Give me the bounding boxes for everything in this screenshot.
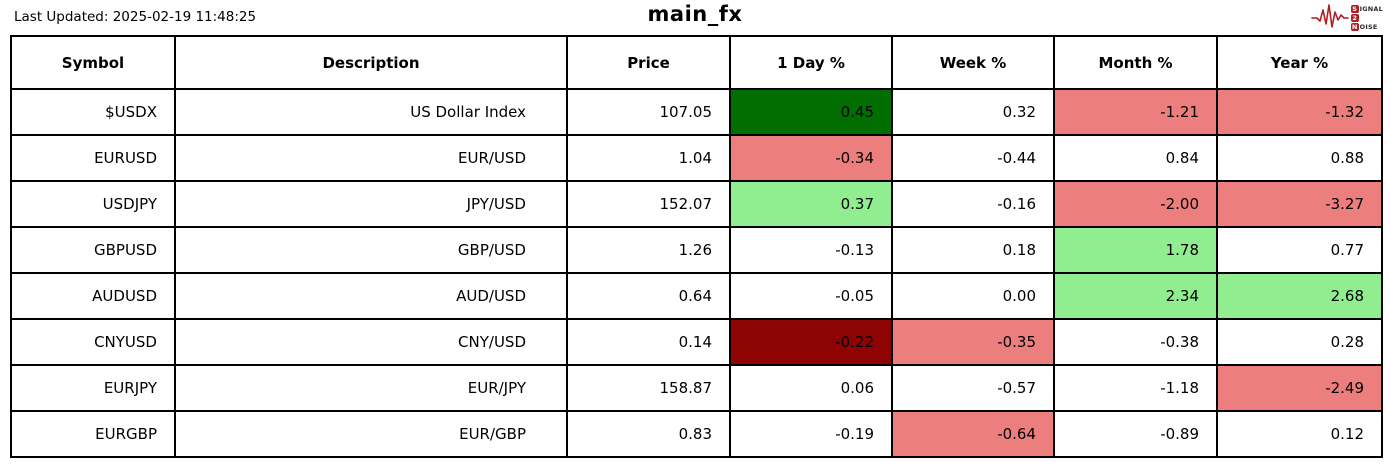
year-pct-cell: -1.32 <box>1216 88 1383 136</box>
description-cell: AUD/USD <box>174 272 568 320</box>
price-cell: 1.26 <box>566 226 731 274</box>
week-pct-cell: 0.18 <box>891 226 1055 274</box>
table-row: EURUSD EUR/USD 1.04 -0.34 -0.44 0.84 0.8… <box>10 134 1383 182</box>
day-pct-cell: -0.22 <box>729 318 893 366</box>
description-cell: GBP/USD <box>174 226 568 274</box>
description-cell: EUR/USD <box>174 134 568 182</box>
day-pct-cell: -0.19 <box>729 410 893 458</box>
month-pct-cell: -0.38 <box>1053 318 1218 366</box>
waveform-icon <box>1310 2 1349 34</box>
page-title: main_fx <box>647 2 743 26</box>
week-pct-cell: -0.64 <box>891 410 1055 458</box>
table-row: EURJPY EUR/JPY 158.87 0.06 -0.57 -1.18 -… <box>10 364 1383 412</box>
logo-text: S IGNAL 2 N OISE <box>1350 5 1383 31</box>
col-header-year: Year % <box>1216 35 1383 90</box>
year-pct-cell: 0.77 <box>1216 226 1383 274</box>
month-pct-cell: -0.89 <box>1053 410 1218 458</box>
day-pct-cell: -0.05 <box>729 272 893 320</box>
logo-badge-s: S <box>1350 5 1359 13</box>
month-pct-cell: -1.21 <box>1053 88 1218 136</box>
symbol-cell: USDJPY <box>10 180 176 228</box>
logo-word-signal: S IGNAL <box>1350 5 1383 13</box>
price-cell: 1.04 <box>566 134 731 182</box>
col-header-price: Price <box>566 35 731 90</box>
year-pct-cell: 2.68 <box>1216 272 1383 320</box>
description-cell: CNY/USD <box>174 318 568 366</box>
symbol-cell: EURUSD <box>10 134 176 182</box>
table-row: GBPUSD GBP/USD 1.26 -0.13 0.18 1.78 0.77 <box>10 226 1383 274</box>
description-cell: JPY/USD <box>174 180 568 228</box>
day-pct-cell: 0.37 <box>729 180 893 228</box>
table-row: AUDUSD AUD/USD 0.64 -0.05 0.00 2.34 2.68 <box>10 272 1383 320</box>
table-row: CNYUSD CNY/USD 0.14 -0.22 -0.35 -0.38 0.… <box>10 318 1383 366</box>
month-pct-cell: 0.84 <box>1053 134 1218 182</box>
last-updated-label: Last Updated: 2025-02-19 11:48:25 <box>14 9 257 25</box>
day-pct-cell: 0.06 <box>729 364 893 412</box>
price-cell: 0.64 <box>566 272 731 320</box>
table-row: EURGBP EUR/GBP 0.83 -0.19 -0.64 -0.89 0.… <box>10 410 1383 458</box>
year-pct-cell: 0.88 <box>1216 134 1383 182</box>
description-cell: EUR/GBP <box>174 410 568 458</box>
month-pct-cell: 2.34 <box>1053 272 1218 320</box>
week-pct-cell: -0.57 <box>891 364 1055 412</box>
month-pct-cell: 1.78 <box>1053 226 1218 274</box>
logo-word-noise-rest: OISE <box>1359 23 1378 31</box>
col-header-month: Month % <box>1053 35 1218 90</box>
table-row: USDJPY JPY/USD 152.07 0.37 -0.16 -2.00 -… <box>10 180 1383 228</box>
year-pct-cell: 0.12 <box>1216 410 1383 458</box>
logo-badge-2: 2 <box>1350 14 1359 22</box>
signal2noise-logo: S IGNAL 2 N OISE <box>1310 2 1383 34</box>
col-header-symbol: Symbol <box>10 35 176 90</box>
day-pct-cell: 0.45 <box>729 88 893 136</box>
week-pct-cell: -0.44 <box>891 134 1055 182</box>
symbol-cell: GBPUSD <box>10 226 176 274</box>
table-row: $USDX US Dollar Index 107.05 0.45 0.32 -… <box>10 88 1383 136</box>
symbol-cell: EURGBP <box>10 410 176 458</box>
week-pct-cell: -0.35 <box>891 318 1055 366</box>
year-pct-cell: 0.28 <box>1216 318 1383 366</box>
header-row: Symbol Description Price 1 Day % Week % … <box>10 35 1383 90</box>
week-pct-cell: 0.00 <box>891 272 1055 320</box>
price-cell: 152.07 <box>566 180 731 228</box>
description-cell: EUR/JPY <box>174 364 568 412</box>
fx-table: Symbol Description Price 1 Day % Week % … <box>10 35 1383 458</box>
logo-word-noise: N OISE <box>1350 23 1383 31</box>
price-cell: 107.05 <box>566 88 731 136</box>
col-header-1day: 1 Day % <box>729 35 893 90</box>
symbol-cell: CNYUSD <box>10 318 176 366</box>
description-cell: US Dollar Index <box>174 88 568 136</box>
day-pct-cell: -0.13 <box>729 226 893 274</box>
price-cell: 0.14 <box>566 318 731 366</box>
col-header-week: Week % <box>891 35 1055 90</box>
month-pct-cell: -1.18 <box>1053 364 1218 412</box>
year-pct-cell: -3.27 <box>1216 180 1383 228</box>
symbol-cell: AUDUSD <box>10 272 176 320</box>
price-cell: 158.87 <box>566 364 731 412</box>
logo-badge-n: N <box>1350 23 1359 31</box>
price-cell: 0.83 <box>566 410 731 458</box>
symbol-cell: $USDX <box>10 88 176 136</box>
logo-word-signal-rest: IGNAL <box>1359 5 1383 13</box>
week-pct-cell: -0.16 <box>891 180 1055 228</box>
symbol-cell: EURJPY <box>10 364 176 412</box>
col-header-description: Description <box>174 35 568 90</box>
logo-word-2: 2 <box>1350 14 1383 22</box>
month-pct-cell: -2.00 <box>1053 180 1218 228</box>
week-pct-cell: 0.32 <box>891 88 1055 136</box>
year-pct-cell: -2.49 <box>1216 364 1383 412</box>
day-pct-cell: -0.34 <box>729 134 893 182</box>
